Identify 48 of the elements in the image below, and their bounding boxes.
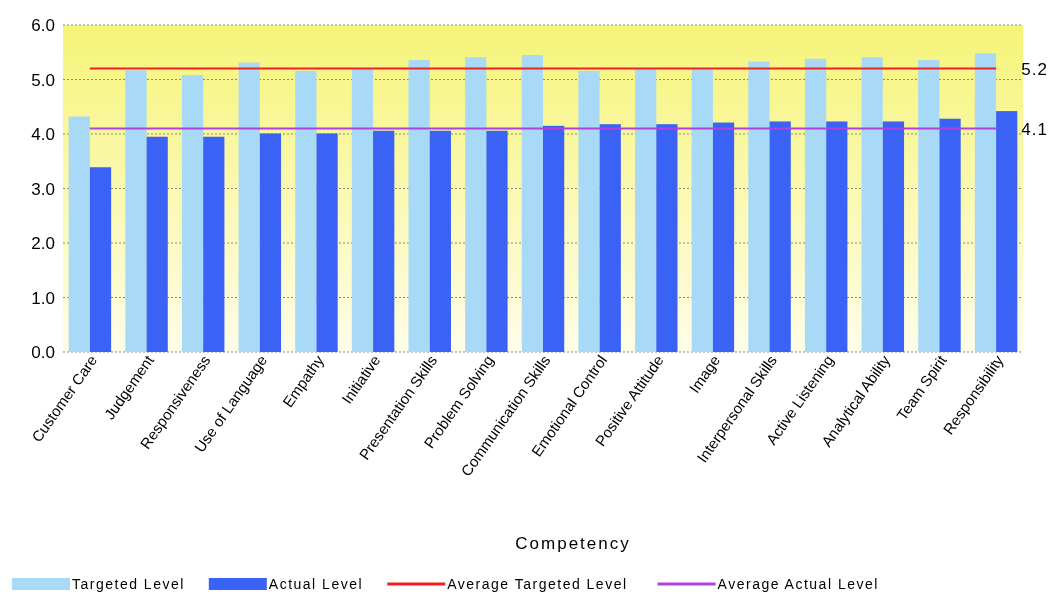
bar [996, 111, 1018, 352]
bar [125, 70, 147, 352]
bar [691, 68, 713, 352]
bar [181, 75, 204, 352]
bar [89, 167, 112, 352]
bar [465, 57, 487, 352]
bar [769, 121, 791, 352]
bar [203, 136, 225, 352]
y-tick-label: 5.0 [31, 70, 55, 90]
bar [712, 122, 735, 352]
y-tick-label: 3.0 [31, 179, 55, 199]
bar [521, 54, 543, 352]
bar [408, 59, 430, 352]
x-axis-title: Competency [515, 534, 631, 553]
legend-label: Average Actual Level [717, 576, 879, 592]
bar [939, 118, 961, 352]
bar [295, 70, 317, 352]
bar [656, 124, 678, 352]
bar [429, 130, 451, 352]
bar [599, 124, 621, 352]
bar [748, 61, 770, 352]
bar [578, 70, 600, 352]
y-tick-label: 2.0 [31, 234, 55, 253]
bar [918, 59, 940, 352]
bar [826, 121, 848, 352]
y-tick-label: 1.0 [31, 288, 55, 308]
bar [316, 133, 338, 352]
legend-label: Average Targeted Level [447, 576, 628, 592]
bar [259, 133, 282, 352]
bar [882, 121, 905, 352]
data-label: 4.1 [1021, 119, 1048, 139]
bar [974, 53, 997, 352]
bar [804, 58, 827, 352]
y-tick-label: 0.0 [31, 343, 55, 362]
bar [68, 116, 90, 352]
y-tick-label: 6.0 [31, 16, 55, 35]
bar [543, 125, 565, 352]
bar [486, 130, 508, 352]
bar [351, 68, 374, 352]
y-tick-label: 4.0 [31, 125, 55, 144]
bar [635, 68, 657, 352]
legend-label: Targeted Level [72, 576, 185, 592]
bar [861, 57, 883, 352]
bar [238, 62, 260, 352]
bar [146, 136, 168, 352]
bar [373, 130, 395, 352]
data-label: 5.2 [1021, 59, 1048, 79]
legend-label: Actual Level [268, 576, 364, 592]
